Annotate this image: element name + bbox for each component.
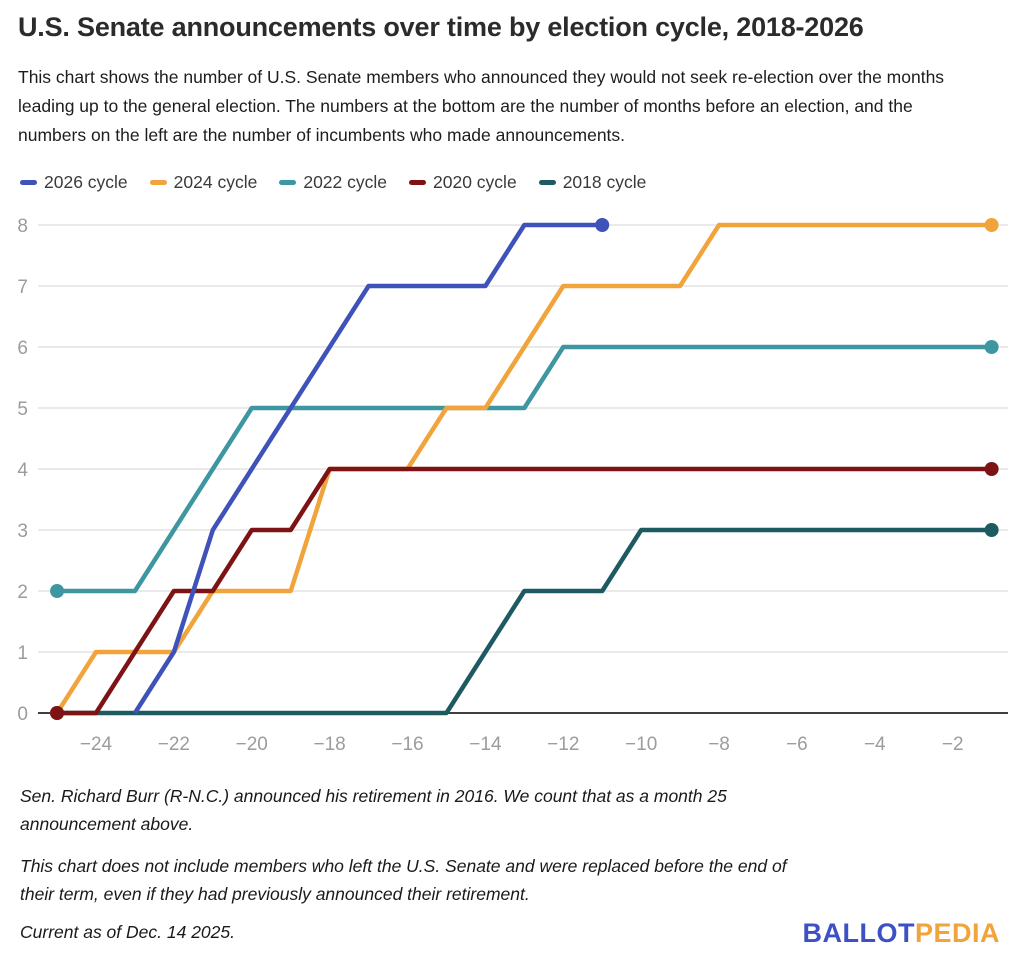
legend-item-2024-cycle: 2024 cycle	[149, 172, 258, 193]
x-axis-label--18: −18	[314, 734, 346, 755]
footnote-burr: Sen. Richard Burr (R-N.C.) announced his…	[20, 786, 727, 834]
series-start-dot-2020-cycle	[50, 706, 65, 720]
x-axis-label--12: −12	[547, 734, 579, 755]
x-axis-label--16: −16	[391, 734, 423, 755]
y-axis-label-5: 5	[17, 399, 28, 420]
legend-item-2020-cycle: 2020 cycle	[409, 172, 517, 193]
legend-label: 2024 cycle	[173, 172, 258, 192]
y-axis-label-3: 3	[17, 521, 28, 542]
series-line-2020-cycle	[57, 466, 992, 716]
series-line-2018-cycle	[57, 527, 992, 716]
y-axis-label-7: 7	[17, 277, 28, 298]
x-axis-label--20: −20	[236, 734, 268, 755]
chart-title: U.S. Senate announcements over time by e…	[18, 12, 864, 42]
x-axis-label--22: −22	[158, 734, 190, 755]
series-end-dot-2020-cycle	[984, 462, 999, 476]
legend-label: 2022 cycle	[303, 172, 388, 192]
legend-swatch-icon	[149, 180, 167, 185]
y-axis-label-1: 1	[17, 643, 28, 664]
x-axis-label--4: −4	[864, 734, 886, 755]
x-axis-label--10: −10	[625, 734, 657, 755]
legend-label: 2026 cycle	[44, 172, 128, 192]
chart-legend: 2026 cycle 2024 cycle 2022 cycle 2020 cycle…	[20, 172, 646, 193]
series-end-dot-2018-cycle	[984, 523, 999, 537]
y-axis-label-0: 0	[17, 704, 28, 725]
legend-label: 2018 cycle	[562, 172, 647, 192]
legend-swatch-icon	[279, 180, 297, 185]
legend-label: 2020 cycle	[433, 172, 517, 192]
y-axis-label-2: 2	[17, 582, 28, 603]
line-chart: 0 1 2 3 4 5 6 7 8 −24 −22 −20 −18 −16 −14 −12 −10 −8 −6 −4 −…	[17, 216, 1008, 755]
logo-pedia: PEDIA	[914, 918, 1000, 948]
legend-swatch-icon	[20, 180, 37, 185]
series-line-2022-cycle	[57, 344, 992, 594]
logo-ballot: BALLOT	[802, 918, 915, 948]
series-start-dot-2022-cycle	[50, 584, 65, 598]
series-line-2026-cycle	[133, 222, 603, 715]
x-axis-label--24: −24	[80, 734, 113, 755]
x-axis-label--6: −6	[786, 734, 808, 755]
y-axis-label-6: 6	[17, 338, 28, 359]
x-axis-label--14: −14	[469, 734, 502, 755]
chart-subtitle: This chart shows the number of U.S. Sena…	[18, 67, 945, 145]
legend-item-2022-cycle: 2022 cycle	[279, 172, 387, 193]
legend-swatch-icon	[409, 180, 427, 185]
y-axis-label-8: 8	[17, 216, 28, 237]
series-end-dot-2022-cycle	[984, 340, 999, 354]
footnote-exclusions: This chart does not include members who …	[20, 856, 787, 904]
ballotpedia-logo: BALLOTPEDIA	[802, 918, 1000, 949]
current-as-of: Current as of Dec. 14 2025.	[20, 922, 235, 942]
series-end-dot-2026-cycle	[595, 218, 610, 232]
x-axis-label--8: −8	[708, 734, 730, 755]
legend-swatch-icon	[538, 180, 556, 185]
y-axis-label-4: 4	[17, 460, 28, 481]
legend-item-2018-cycle: 2018 cycle	[538, 172, 647, 193]
legend-item-2026-cycle: 2026 cycle	[20, 172, 128, 193]
series-end-dot-2024-cycle	[984, 218, 999, 232]
x-axis-label--2: −2	[942, 734, 964, 755]
